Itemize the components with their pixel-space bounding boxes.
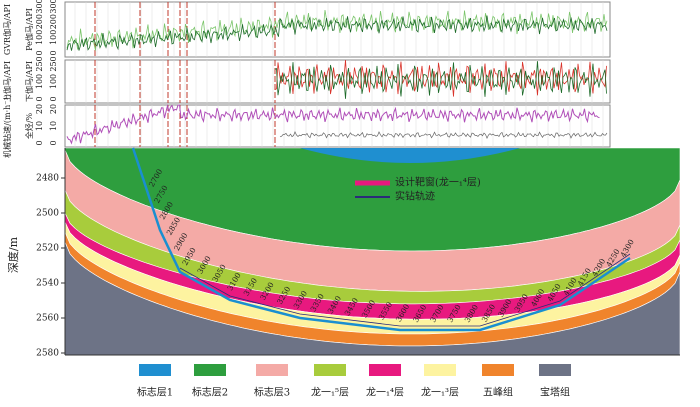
log-curve	[279, 131, 608, 139]
log-curve	[274, 61, 607, 99]
depth-tick-label: 2540	[36, 279, 59, 289]
legend-label: 宝塔组	[540, 386, 570, 399]
legend-label: 标志层3	[254, 386, 290, 399]
scale-label: 250	[35, 56, 44, 71]
scale-label: 20	[49, 104, 58, 114]
scale-label: 200	[49, 14, 58, 29]
track-frame	[64, 104, 611, 148]
scale-label: 0	[49, 96, 58, 101]
target-line	[179, 253, 631, 327]
axis-label: 深度/m	[6, 236, 20, 273]
legend-label: 实钻轨迹	[395, 190, 435, 203]
scale-label: 10	[35, 121, 44, 131]
scale-label: 300	[49, 0, 58, 14]
depth-tick-label: 2480	[36, 174, 59, 184]
legend-swatch	[194, 364, 226, 376]
log-curve	[274, 59, 607, 97]
legend-label: 标志层1	[137, 386, 173, 399]
scale-label: 0	[35, 96, 44, 101]
depth-tick-label: 2580	[36, 349, 59, 359]
legend-swatch	[424, 364, 456, 376]
scale-label: 0	[49, 50, 58, 55]
depth-tick-label: 2500	[36, 209, 59, 219]
scale-label: 20	[35, 104, 44, 114]
track-label: 上伽马/API	[2, 61, 12, 102]
scale-label: 10	[49, 121, 58, 131]
scale-label: 250	[49, 56, 58, 71]
legend-label: 龙一₁⁵层	[311, 386, 349, 399]
log-curve	[66, 15, 608, 51]
scale-label: 300	[35, 0, 44, 14]
scale-label: 100	[49, 74, 58, 89]
scale-label: 200	[35, 14, 44, 29]
scale-label: 100	[35, 30, 44, 45]
track-label: GVR伽马/API	[2, 4, 12, 55]
legend-label: 五峰组	[483, 386, 513, 399]
lens	[300, 148, 520, 163]
scale-label: 0	[49, 140, 58, 145]
legend-swatch	[139, 364, 171, 376]
legend-swatch	[256, 364, 288, 376]
legend-label: 龙一₁³层	[421, 386, 459, 399]
track-label: 下伽马/API	[24, 61, 34, 102]
scale-label: 0	[35, 140, 44, 145]
depth-tick-label: 2560	[36, 314, 59, 324]
legend-swatch	[482, 364, 514, 376]
cross-section: 248025002520254025602580深度/m270027502800…	[6, 147, 681, 359]
legend-label: 龙一₁⁴层	[366, 386, 404, 399]
track-label: Pe伽马/API	[24, 8, 34, 51]
scale-label: 100	[35, 74, 44, 89]
well-path	[131, 147, 631, 332]
scale-label: 100	[49, 30, 58, 45]
legend-label: 设计靶窗(龙一₁⁴层)	[395, 176, 481, 189]
log-curve	[66, 103, 600, 145]
legend-swatch	[539, 364, 571, 376]
track-label: 全烃/%	[24, 112, 34, 139]
scale-label: 0	[35, 50, 44, 55]
depth-tick-label: 2520	[36, 244, 59, 254]
log-panel	[64, 1, 611, 148]
log-curve	[66, 9, 608, 51]
legend-swatch	[314, 364, 346, 376]
legend-label: 标志层2	[192, 386, 228, 399]
track-label: 机械钻速/(m·h⁻¹)	[2, 94, 12, 158]
legend-swatch	[369, 364, 401, 376]
